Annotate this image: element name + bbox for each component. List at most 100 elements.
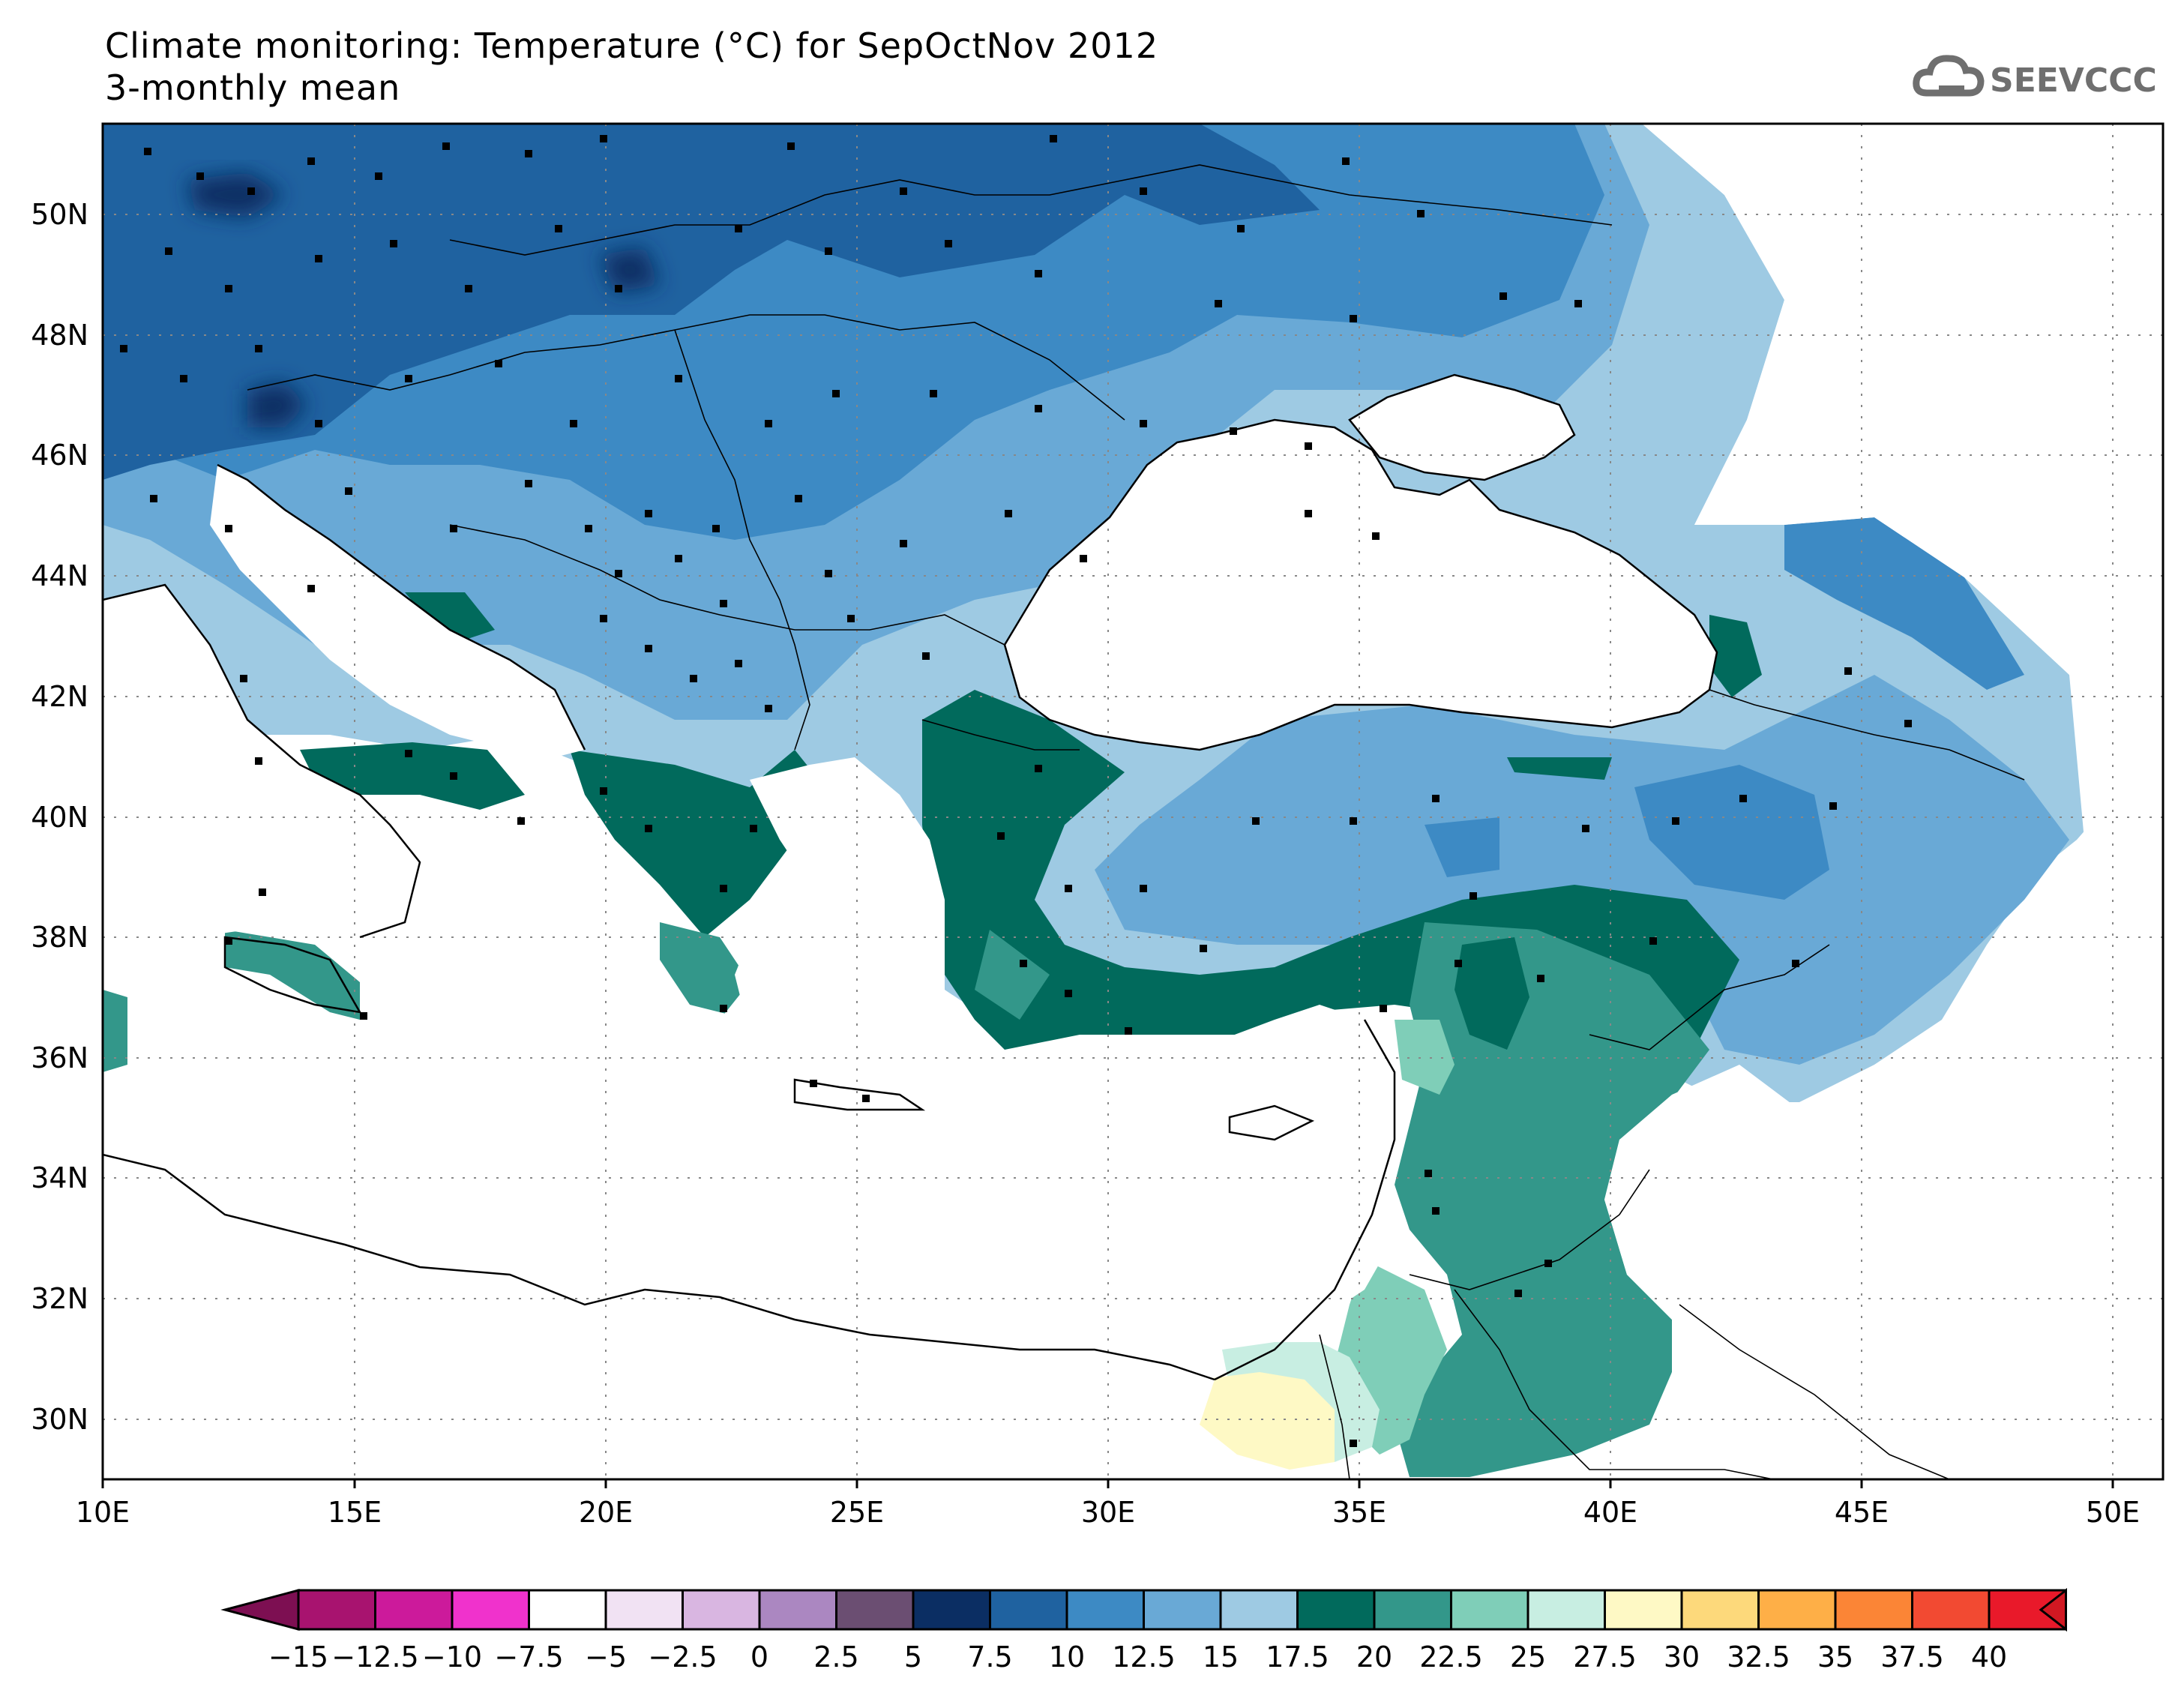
colorbar-box bbox=[1065, 1589, 1145, 1631]
map-subtitle: 3-monthly mean bbox=[105, 67, 401, 108]
lon-label: 10E bbox=[76, 1496, 130, 1529]
colorbar-box bbox=[297, 1589, 376, 1631]
colorbar-label: 25 bbox=[1510, 1641, 1546, 1674]
lat-label: 32N bbox=[31, 1282, 88, 1315]
lon-label: 15E bbox=[328, 1496, 382, 1529]
colorbar-label: 15 bbox=[1203, 1641, 1239, 1674]
colorbar-box bbox=[1680, 1589, 1760, 1631]
band-20-22p5-levant bbox=[1455, 937, 1529, 1050]
aegean-sea bbox=[735, 757, 945, 1065]
lat-label: 46N bbox=[31, 439, 88, 472]
map-frame bbox=[101, 122, 2165, 1481]
colorbar-label: 10 bbox=[1049, 1641, 1085, 1674]
colorbar-box bbox=[912, 1589, 991, 1631]
colorbar-box bbox=[835, 1589, 915, 1631]
colorbar-box bbox=[1757, 1589, 1837, 1631]
cloud-icon bbox=[1913, 55, 1985, 97]
colorbar-box bbox=[1450, 1589, 1529, 1631]
colorbar-label: 32.5 bbox=[1727, 1641, 1790, 1674]
lon-label: 35E bbox=[1332, 1496, 1386, 1529]
colorbar-label: 37.5 bbox=[1880, 1641, 1944, 1674]
russia-east bbox=[1642, 124, 2163, 870]
lat-label: 42N bbox=[31, 680, 88, 713]
colorbar-label: −15 bbox=[268, 1641, 328, 1674]
colorbar-box bbox=[1834, 1589, 1913, 1631]
logo-text: SEEVCCC bbox=[1990, 61, 2157, 100]
colorbar-box bbox=[604, 1589, 684, 1631]
band-12p5-15-east bbox=[1095, 675, 2069, 1065]
colorbar-box bbox=[451, 1589, 530, 1631]
lon-tick-labels: 10E 15E 20E 25E 30E 35E 40E 45E 50E bbox=[76, 1496, 2140, 1529]
lat-label: 36N bbox=[31, 1041, 88, 1074]
colorbar-box bbox=[1296, 1589, 1376, 1631]
band-20-22p5-balkans bbox=[300, 592, 1762, 937]
colorbar-labels: −15 −12.5 −10 −7.5 −5 −2.5 0 2.5 5 7.5 10 12.5 15 17.… bbox=[268, 1641, 2007, 1674]
colorbar-label: −7.5 bbox=[494, 1641, 563, 1674]
mesopotamia bbox=[1604, 975, 2163, 1479]
lon-label: 40E bbox=[1583, 1496, 1637, 1529]
band-30-32p5 bbox=[1200, 1372, 1335, 1470]
colorbar-box bbox=[682, 1589, 761, 1631]
colorbar-label: 5 bbox=[904, 1641, 922, 1674]
colorbar-label: 12.5 bbox=[1112, 1641, 1176, 1674]
colorbar-label: 2.5 bbox=[813, 1641, 858, 1674]
lat-label: 40N bbox=[31, 801, 88, 834]
lon-label: 25E bbox=[830, 1496, 884, 1529]
colorbar-label: 30 bbox=[1664, 1641, 1700, 1674]
colorbar-min-arrow bbox=[220, 1589, 300, 1631]
colorbar-label: 40 bbox=[1971, 1641, 2007, 1674]
country-borders bbox=[247, 164, 2025, 1479]
colorbar-box bbox=[1911, 1589, 1991, 1631]
colorbar-box bbox=[1604, 1589, 1683, 1631]
lat-label: 48N bbox=[31, 319, 88, 352]
lat-label: 50N bbox=[31, 198, 88, 231]
colorbar-label: 22.5 bbox=[1419, 1641, 1483, 1674]
colorbar-box bbox=[989, 1589, 1068, 1631]
colorbar-label: −5 bbox=[585, 1641, 627, 1674]
temperature-field bbox=[103, 124, 2163, 1479]
colorbar-label: 17.5 bbox=[1266, 1641, 1329, 1674]
colorbar-label: 35 bbox=[1817, 1641, 1853, 1674]
lat-label: 38N bbox=[31, 921, 88, 954]
gridlines bbox=[103, 124, 2163, 1479]
colorbar-label: 27.5 bbox=[1573, 1641, 1637, 1674]
lat-label: 30N bbox=[31, 1403, 88, 1436]
colorbar-label: −10 bbox=[422, 1641, 482, 1674]
lon-label: 50E bbox=[2086, 1496, 2140, 1529]
colorbar-box bbox=[1219, 1589, 1299, 1631]
adriatic-sea bbox=[210, 465, 585, 757]
colorbar-label: 0 bbox=[750, 1641, 768, 1674]
black-sea bbox=[1005, 420, 1717, 750]
colorbar-label: −12.5 bbox=[331, 1641, 418, 1674]
colorbar-box bbox=[1143, 1589, 1222, 1631]
lon-ticks bbox=[101, 1479, 2114, 1488]
map-title: Climate monitoring: Temperature (°C) for… bbox=[105, 25, 1159, 66]
band-22p5-25 bbox=[103, 922, 1709, 1477]
east-mediterranean bbox=[103, 945, 1395, 1342]
colorbar-max-arrow bbox=[2039, 1587, 2067, 1632]
azov-sea bbox=[1350, 375, 1574, 480]
colorbar-boxes bbox=[220, 1587, 2067, 1632]
colorbar-box bbox=[758, 1589, 837, 1631]
colorbar-box bbox=[528, 1589, 607, 1631]
lon-label: 20E bbox=[579, 1496, 633, 1529]
band-7p5-10 bbox=[103, 124, 1320, 480]
lat-label: 44N bbox=[31, 559, 88, 592]
colorbar-box bbox=[374, 1589, 454, 1631]
colorbar-label: −2.5 bbox=[648, 1641, 717, 1674]
station-markers bbox=[120, 135, 1912, 1447]
colorbar-box bbox=[1373, 1589, 1452, 1631]
seevccc-logo: SEEVCCC bbox=[1913, 55, 2157, 100]
band-10-12p5-east bbox=[1425, 517, 2024, 900]
lon-label: 30E bbox=[1081, 1496, 1135, 1529]
colorbar-label: 20 bbox=[1356, 1641, 1392, 1674]
band-25-27p5 bbox=[1230, 1020, 1455, 1455]
lon-label: 45E bbox=[1835, 1496, 1889, 1529]
lat-label: 34N bbox=[31, 1161, 88, 1194]
colorbar-label: 7.5 bbox=[967, 1641, 1012, 1674]
north-africa bbox=[103, 1155, 1215, 1479]
coastlines bbox=[103, 373, 1718, 1381]
band-5-7p5-alps bbox=[187, 172, 660, 427]
